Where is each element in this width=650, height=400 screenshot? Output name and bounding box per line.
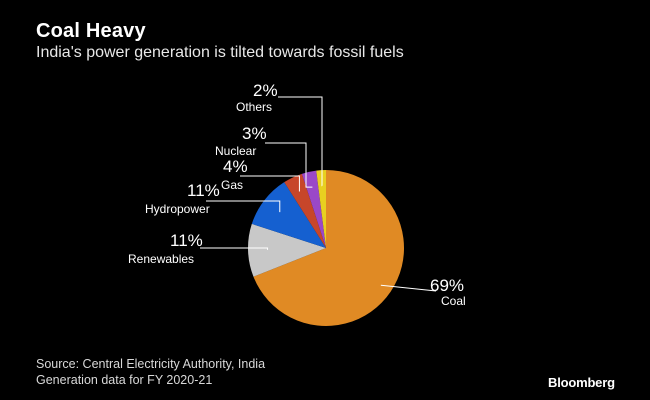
slice-label-renewables: Renewables: [128, 252, 194, 266]
source-note: Source: Central Electricity Authority, I…: [36, 356, 265, 388]
pie-slice-gas: [284, 173, 326, 248]
pie-slice-hydropower: [251, 182, 326, 248]
chart-title: Coal Heavy: [36, 20, 146, 42]
slice-value-coal: 69%: [430, 276, 464, 295]
pie-slice-renewables: [248, 223, 326, 277]
pie-slice-coal: [253, 170, 404, 327]
slice-value-renewables: 11%: [170, 231, 203, 250]
slice-label-coal: Coal: [441, 294, 466, 308]
pie-slices: [248, 170, 404, 327]
leader-lines: [200, 96, 437, 292]
chart-subtitle: India's power generation is tilted towar…: [36, 44, 404, 61]
slice-value-others: 2%: [253, 81, 278, 100]
pie-slice-others: [316, 170, 326, 248]
leader-line-gas: [240, 175, 300, 192]
slice-label-hydropower: Hydropower: [145, 202, 210, 216]
slice-value-hydropower: 11%: [187, 181, 220, 200]
leader-line-nuclear: [265, 142, 313, 188]
source-line-1: Source: Central Electricity Authority, I…: [36, 357, 266, 371]
slice-label-gas: Gas: [221, 178, 243, 192]
slice-label-others: Others: [236, 100, 272, 114]
leader-line-renewables: [200, 247, 269, 250]
bloomberg-logo: Bloomberg: [548, 375, 615, 390]
source-line-2: Generation data for FY 2020-21: [36, 373, 213, 387]
slice-label-nuclear: Nuclear: [215, 144, 256, 158]
pie-slice-nuclear: [301, 170, 326, 248]
leader-line-hydropower: [206, 200, 281, 213]
slice-value-gas: 4%: [223, 157, 248, 176]
leader-line-others: [278, 96, 323, 187]
slice-value-nuclear: 3%: [242, 124, 267, 143]
leader-line-coal: [380, 284, 437, 292]
